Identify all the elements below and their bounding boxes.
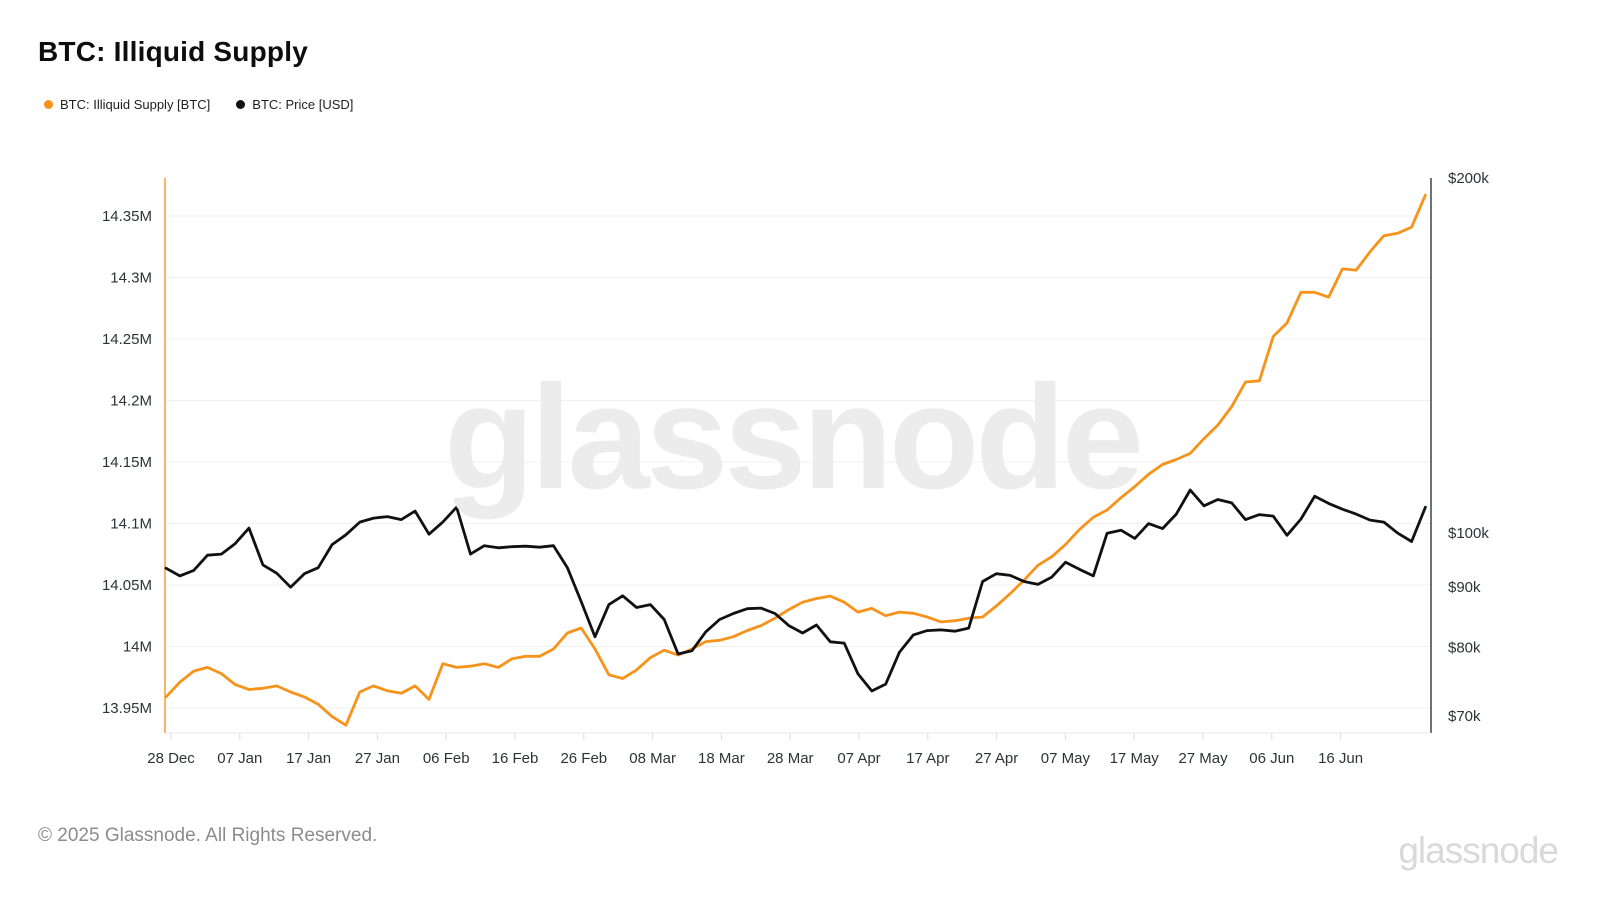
chart-legend: BTC: Illiquid Supply [BTC] BTC: Price [U… [44,97,353,112]
legend-label: BTC: Illiquid Supply [BTC] [60,97,211,112]
copyright-text: © 2025 Glassnode. All Rights Reserved. [38,825,378,846]
left-axis-label: 14.3M [110,270,152,287]
x-axis-label: 28 Dec [147,750,195,767]
x-axis-label: 18 Mar [698,750,745,767]
x-axis-label: 07 Apr [837,750,880,767]
right-axis-label: $80k [1448,640,1481,657]
price-line[interactable] [164,488,1427,693]
x-axis-label: 26 Feb [560,750,607,767]
left-axis-label: 14.35M [102,208,152,225]
x-axis-label: 06 Feb [423,750,470,767]
legend-item-illiquid-supply[interactable]: BTC: Illiquid Supply [BTC] [44,97,210,112]
x-axis-label: 07 May [1041,750,1091,767]
right-axis-label: $200k [1448,170,1489,187]
series-color-dot-icon [44,100,53,109]
glassnode-logo: glassnode [1398,830,1559,871]
series-color-dot-icon [236,100,246,109]
x-axis-label: 16 Feb [492,750,539,767]
left-axis-label: 14M [123,639,152,656]
x-axis-label: 27 Apr [975,750,1018,767]
right-axis-label: $70k [1448,708,1481,725]
x-axis-label: 16 Jun [1318,750,1363,767]
x-axis-label: 27 Jan [355,750,400,767]
x-axis-label: 07 Jan [217,750,262,767]
x-axis-label: 27 May [1178,750,1228,767]
illiquid-supply-line[interactable] [164,193,1427,727]
page-title: BTC: Illiquid Supply [38,36,308,67]
left-axis-label: 14.25M [102,331,152,348]
legend-item-price[interactable]: BTC: Price [USD] [236,97,353,112]
x-axis-label: 08 Mar [629,750,676,767]
x-axis-label: 17 Apr [906,750,949,767]
x-axis-label: 06 Jun [1249,750,1294,767]
right-axis-label: $90k [1448,579,1481,596]
x-axis-label: 17 May [1110,750,1160,767]
x-axis-label: 28 Mar [767,750,814,767]
glassnode-watermark: glassnode [444,355,1144,520]
left-axis-label: 13.95M [102,700,152,717]
right-axis-label: $100k [1448,525,1489,542]
left-axis-label: 14.15M [102,454,152,471]
x-axis-label: 17 Jan [286,750,331,767]
left-axis-label: 14.05M [102,577,152,594]
left-axis-label: 14.2M [110,393,152,410]
legend-label: BTC: Price [USD] [252,97,354,112]
left-axis-label: 14.1M [110,516,152,533]
